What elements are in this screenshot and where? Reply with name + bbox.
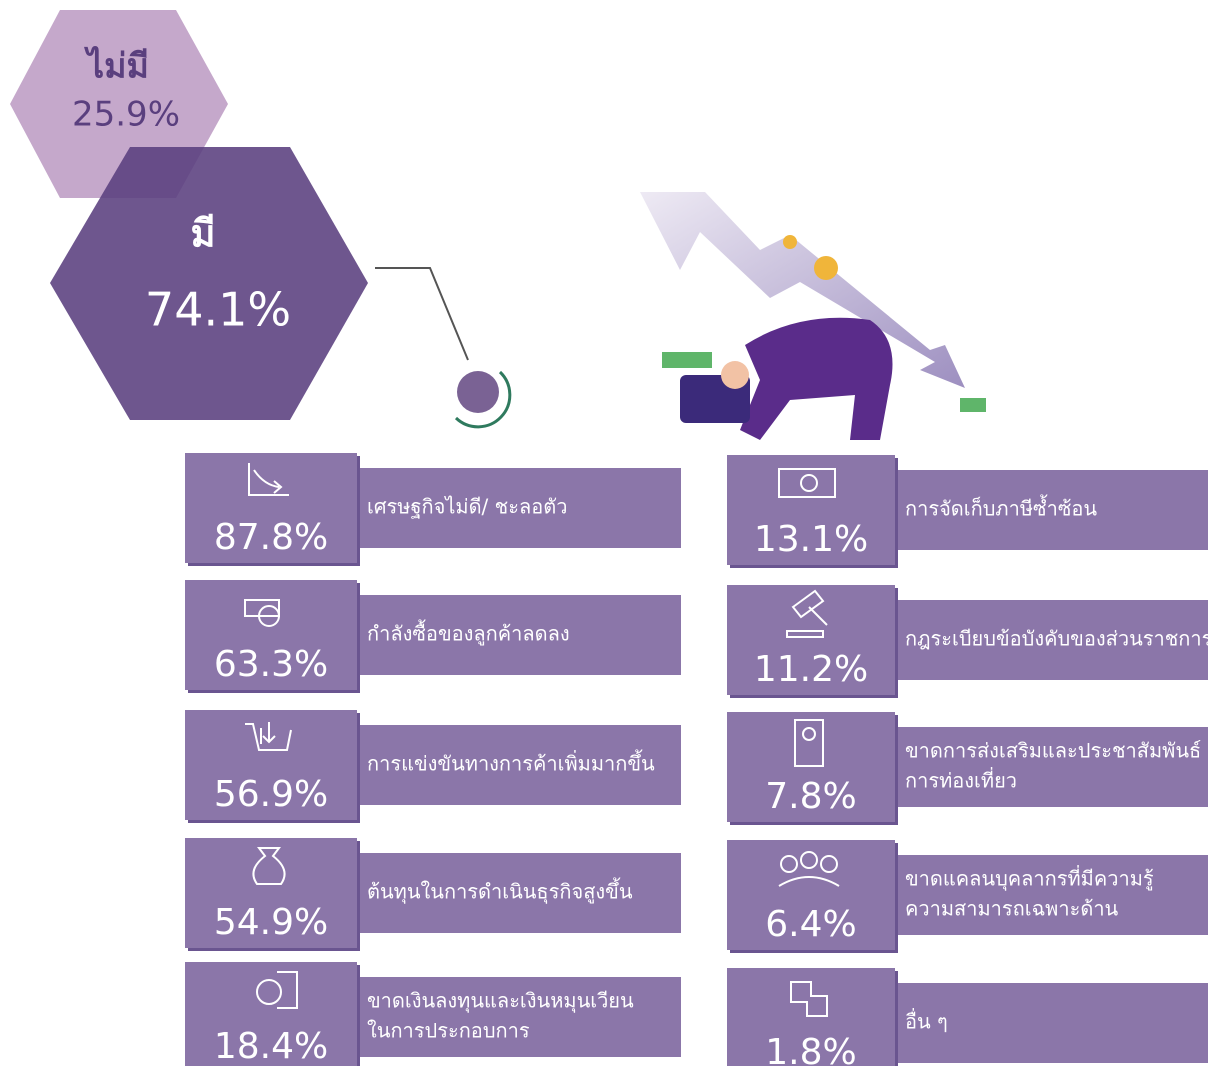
item-label: กำลังซื้อของลูกค้าลดลง bbox=[367, 620, 570, 647]
percent: 63.3% bbox=[214, 644, 328, 685]
item-label: การแข่งขันทางการค้าเพิ่มมากขึ้น bbox=[367, 750, 655, 776]
item-label: กฎระเบียบข้อบังคับของส่วนราชการ bbox=[905, 627, 1213, 651]
item-label: การจัดเก็บภาษีซ้ำซ้อน bbox=[905, 495, 1097, 521]
percent: 54.9% bbox=[214, 902, 328, 943]
item-label: อื่น ๆ bbox=[905, 1008, 948, 1034]
connector bbox=[375, 268, 468, 360]
hex-label: มี bbox=[190, 212, 215, 256]
hex-label: ไม่มี bbox=[84, 46, 149, 87]
percent: 1.8% bbox=[765, 1032, 856, 1066]
item-label: ขาดแคลนบุคลากรที่มีความรู้ bbox=[905, 865, 1154, 892]
item-label: เศรษฐกิจไม่ดี/ ชะลอตัว bbox=[367, 495, 567, 519]
percent: 6.4% bbox=[765, 904, 856, 945]
dot bbox=[457, 371, 499, 413]
hex-value: 25.9% bbox=[72, 95, 180, 135]
percent: 7.8% bbox=[765, 776, 856, 817]
percent: 11.2% bbox=[754, 649, 868, 690]
item-label: ในการประกอบการ bbox=[367, 1019, 530, 1043]
percent: 13.1% bbox=[754, 519, 868, 560]
item-label: การท่องเที่ยว bbox=[905, 767, 1017, 793]
hex-value: 74.1% bbox=[145, 283, 291, 337]
infographic: ไม่มี 25.9% มี 74.1% 87.8% เศรษฐกิจไม่ดี/… bbox=[0, 0, 1221, 1066]
item-label: ขาดการส่งเสริมและประชาสัมพันธ์ bbox=[905, 739, 1201, 763]
percent: 18.4% bbox=[214, 1026, 328, 1066]
percent: 87.8% bbox=[214, 517, 328, 558]
percent: 56.9% bbox=[214, 774, 328, 815]
illustration bbox=[640, 192, 986, 440]
item-label: ความสามารถเฉพาะด้าน bbox=[905, 897, 1119, 921]
item-label: ขาดเงินลงทุนและเงินหมุนเวียน bbox=[367, 989, 634, 1014]
item-label: ต้นทุนในการดำเนินธุรกิจสูงขึ้น bbox=[367, 878, 633, 905]
